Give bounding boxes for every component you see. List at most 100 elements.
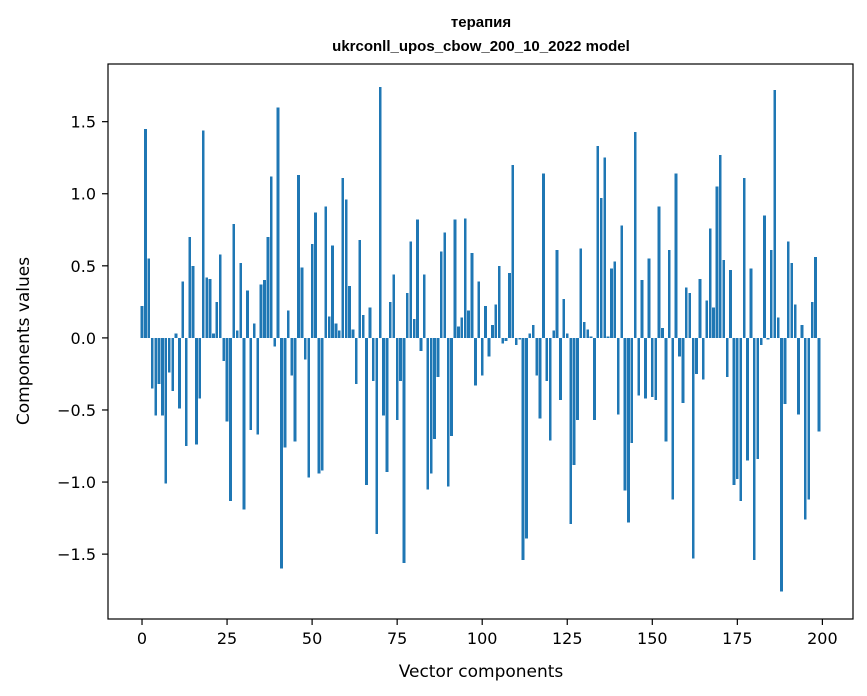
bar-185 [770, 249, 773, 338]
bar-0 [140, 306, 144, 338]
bar-173 [729, 270, 732, 338]
bar-152 [657, 206, 661, 338]
bar-18 [201, 130, 205, 338]
bar-126 [569, 337, 573, 524]
bar-61 [348, 286, 351, 338]
bar-195 [804, 337, 807, 520]
bar-65 [361, 314, 365, 338]
bar-49 [307, 337, 311, 478]
x-tick-label: 200 [807, 629, 838, 648]
bar-6 [161, 337, 164, 416]
bar-84 [426, 337, 430, 490]
bar-176 [739, 337, 743, 501]
bar-39 [273, 337, 277, 347]
bar-92 [453, 219, 457, 338]
bar-99 [477, 281, 481, 338]
bar-160 [684, 287, 688, 338]
bar-169 [715, 186, 719, 338]
bar-168 [712, 307, 715, 338]
bar-100 [480, 337, 484, 376]
bar-63 [354, 337, 358, 385]
bar-62 [351, 329, 355, 338]
bar-54 [324, 206, 328, 338]
bar-150 [650, 337, 654, 397]
x-tick-label: 50 [302, 629, 322, 648]
bar-199 [817, 337, 821, 432]
bar-106 [501, 337, 504, 344]
bar-147 [640, 280, 644, 338]
bar-122 [555, 249, 559, 338]
bar-131 [586, 329, 590, 338]
bar-132 [589, 336, 593, 338]
bar-23 [218, 254, 222, 338]
bar-143 [627, 337, 630, 523]
bar-73 [388, 301, 392, 338]
bar-102 [487, 337, 491, 357]
bar-57 [334, 323, 338, 338]
bar-186 [773, 89, 777, 338]
bar-66 [365, 337, 368, 485]
x-tick-label: 75 [387, 629, 407, 648]
y-tick-label: −0.5 [57, 401, 96, 420]
bar-96 [467, 310, 470, 338]
chart-title-line-2: ukrconll_upos_cbow_200_10_2022 model [332, 38, 630, 55]
bar-123 [559, 337, 562, 400]
bar-157 [674, 173, 678, 338]
bar-72 [385, 337, 389, 472]
bar-188 [780, 337, 783, 592]
bar-116 [535, 337, 538, 376]
bar-148 [644, 337, 647, 399]
bar-53 [320, 337, 324, 471]
bar-144 [630, 337, 634, 444]
bar-26 [229, 337, 232, 501]
bar-142 [623, 337, 627, 491]
plot-frame [107, 63, 854, 620]
bar-190 [787, 241, 790, 338]
bar-29 [239, 262, 243, 338]
bar-81 [416, 219, 419, 338]
bar-171 [722, 260, 726, 338]
y-axis-ticks: −1.5 −1.0 −0.5 0.0 0.5 1.0 1.5 [57, 113, 108, 564]
bar-94 [460, 317, 464, 338]
bar-87 [436, 337, 440, 377]
bar-95 [463, 218, 467, 338]
bar-120 [548, 337, 552, 441]
bar-115 [531, 324, 535, 338]
bar-181 [756, 337, 760, 459]
bar-58 [337, 330, 341, 338]
bar-104 [494, 304, 498, 338]
bar-74 [392, 274, 396, 338]
bar-67 [368, 307, 372, 338]
bar-19 [205, 277, 209, 338]
bar-98 [474, 337, 477, 386]
x-tick-label: 125 [552, 629, 583, 648]
bar-136 [603, 157, 607, 338]
y-axis-label: Components values [14, 257, 34, 425]
bar-82 [419, 337, 423, 351]
y-tick-label: −1.0 [57, 473, 96, 492]
bar-88 [440, 251, 443, 338]
bar-46 [297, 175, 300, 338]
bar-166 [705, 300, 709, 338]
bar-51 [314, 212, 317, 338]
bar-56 [331, 245, 334, 338]
bar-35 [259, 284, 263, 338]
bar-151 [654, 337, 658, 400]
bar-25 [225, 337, 229, 422]
bar-40 [276, 107, 280, 338]
bar-77 [402, 337, 406, 563]
bar-180 [752, 337, 756, 560]
bar-21 [212, 333, 215, 338]
bar-10 [174, 333, 178, 338]
y-tick-label: 0.0 [71, 329, 96, 348]
bar-198 [814, 257, 817, 338]
bar-107 [504, 337, 508, 341]
bar-89 [443, 232, 447, 338]
bar-1 [144, 128, 147, 338]
bar-9 [171, 337, 174, 392]
bar-146 [637, 337, 641, 396]
y-tick-label: 1.5 [71, 113, 96, 132]
bar-8 [167, 337, 171, 373]
bar-140 [616, 337, 620, 415]
bar-47 [300, 267, 304, 338]
